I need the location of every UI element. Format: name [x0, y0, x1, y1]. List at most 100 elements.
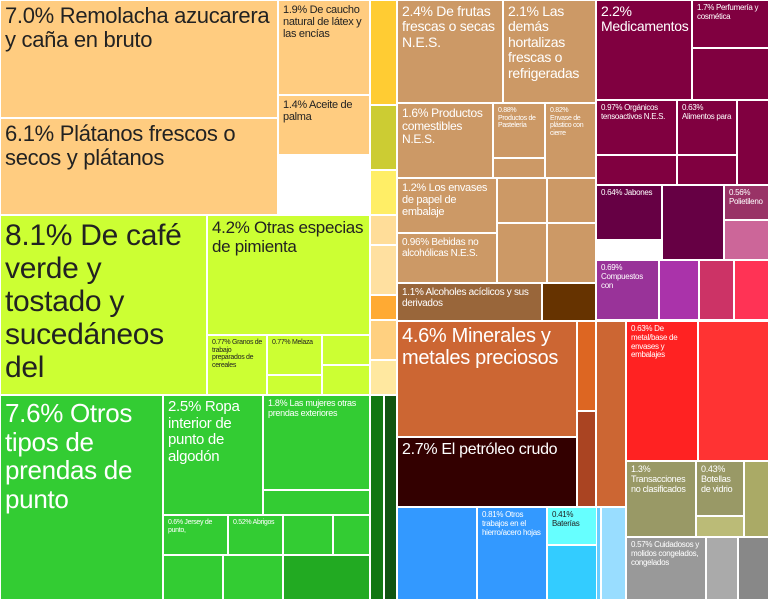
- treemap-filler-tile: [677, 155, 737, 185]
- treemap-tile-label: 4.2% Otras especias de pimienta: [212, 218, 364, 256]
- treemap-tile: 2.1% Las demás hortalizas frescas o refr…: [503, 0, 596, 103]
- treemap-filler-tile: [384, 395, 397, 600]
- treemap-tile: 0.63% De metal/base de envases y embalaj…: [626, 321, 698, 461]
- treemap-tile: 0.81% Otros trabajos en el hierro/acero …: [477, 507, 547, 600]
- treemap-tile: 0.69% Compuestos con: [596, 260, 659, 320]
- treemap-filler-tile: [370, 105, 397, 170]
- treemap-filler-tile: [547, 545, 601, 600]
- treemap-tile-label: 7.0% Remolacha azucarera y caña en bruto: [5, 3, 270, 53]
- treemap-filler-tile: [497, 178, 547, 223]
- treemap-tile-label: 6.1% Plátanos frescos o secos y plátanos: [5, 121, 236, 171]
- treemap-tile: 0.43% Botellas de vidrio: [696, 461, 744, 516]
- treemap-tile-label: 1.2% Los envases de papel de embalaje: [402, 182, 488, 219]
- treemap-tile: 0.63% Alimentos para: [677, 100, 737, 155]
- treemap-tile-label: 1.6% Productos comestibles N.E.S.: [402, 106, 483, 147]
- treemap-filler-tile: [163, 555, 223, 600]
- treemap-filler-tile: [577, 321, 596, 411]
- treemap-filler-tile: [596, 155, 677, 185]
- treemap-tile-label: 4.6% Minerales y metales preciosos: [402, 325, 559, 369]
- treemap-filler-tile: [734, 260, 769, 320]
- treemap-tile: 1.8% Las mujeres otras prendas exteriore…: [263, 395, 370, 490]
- treemap-tile-label: 0.43% Botellas de vidrio: [701, 464, 733, 494]
- treemap-tile-label: 0.77% Melaza: [272, 339, 313, 346]
- treemap-tile: 2.2% Medicamentos: [596, 0, 692, 100]
- treemap-tile-label: 2.4% De frutas frescas o secas N.E.S.: [402, 3, 495, 50]
- treemap-filler-tile: [596, 321, 626, 507]
- treemap-filler-tile: [322, 365, 370, 395]
- treemap-tile: 0.56% Polietileno: [724, 185, 769, 220]
- treemap-filler-tile: [370, 0, 397, 105]
- treemap-tile-label: 7.6% Otros tipos de prendas de punto: [5, 398, 133, 514]
- treemap-filler-tile: [397, 507, 477, 600]
- treemap-tile-label: 0.6% Jersey de punto,: [168, 519, 213, 534]
- treemap-filler-tile: [370, 295, 397, 320]
- treemap-tile: 1.7% Perfumería y cosmética: [692, 0, 769, 48]
- treemap-tile-label: 1.1% Alcoholes acíclicos y sus derivados: [402, 287, 529, 309]
- treemap-filler-tile: [322, 335, 370, 365]
- treemap-tile: 0.6% Jersey de punto,: [163, 515, 228, 555]
- treemap-tile-label: 0.63% De metal/base de envases y embalaj…: [631, 324, 678, 360]
- treemap-filler-tile: [698, 321, 769, 461]
- treemap-tile-label: 0.82% Envase de plástico con cierre: [550, 107, 584, 138]
- treemap-tile-label: 0.63% Alimentos para: [682, 103, 732, 121]
- treemap-tile: 0.77% Granos de trabajo preparados de ce…: [207, 335, 267, 395]
- treemap-tile-label: 8.1% De café verde y tostado y sucedáneo…: [5, 219, 182, 384]
- treemap-filler-tile: [692, 48, 769, 100]
- treemap-filler-tile: [659, 260, 699, 320]
- treemap-filler-tile: [370, 170, 397, 215]
- treemap-filler-tile: [699, 260, 734, 320]
- treemap-tile: 2.7% El petróleo crudo: [397, 437, 577, 507]
- treemap-filler-tile: [547, 178, 596, 223]
- treemap-filler-tile: [370, 215, 397, 245]
- treemap-filler-tile: [263, 490, 370, 515]
- treemap-filler-tile: [283, 555, 370, 600]
- treemap-filler-tile: [542, 283, 596, 321]
- treemap-tile: 8.1% De café verde y tostado y sucedáneo…: [0, 215, 207, 395]
- treemap-tile-label: 1.9% De caucho natural de látex y las en…: [283, 4, 362, 41]
- treemap-tile-label: 2.2% Medicamentos: [601, 3, 689, 35]
- treemap-tile-label: 2.5% Ropa interior de punto de algodón: [168, 398, 240, 465]
- treemap-tile: 1.1% Alcoholes acíclicos y sus derivados: [397, 283, 542, 321]
- treemap-filler-tile: [706, 537, 738, 600]
- treemap-filler-tile: [370, 245, 397, 295]
- treemap-filler-tile: [370, 320, 397, 360]
- treemap-tile: 0.41% Baterías: [547, 507, 601, 545]
- treemap-tile-label: 0.77% Granos de trabajo preparados de ce…: [212, 339, 262, 370]
- treemap-filler-tile: [696, 516, 744, 537]
- treemap-tile-label: 0.88% Productos de Pastelería: [498, 107, 536, 130]
- treemap-tile: 1.9% De caucho natural de látex y las en…: [278, 0, 370, 95]
- treemap-tile-label: 0.57% Cuidadosos y molidos congelados, c…: [631, 540, 699, 567]
- treemap-tile: 4.2% Otras especias de pimienta: [207, 215, 370, 335]
- treemap-tile: 0.77% Melaza: [267, 335, 322, 375]
- treemap-filler-tile: [601, 507, 626, 600]
- treemap-tile: 0.64% Jabones: [596, 185, 662, 240]
- treemap-tile-label: 2.7% El petróleo crudo: [402, 441, 558, 458]
- treemap-filler-tile: [596, 507, 601, 600]
- treemap-tile: 0.52% Abrigos: [228, 515, 283, 555]
- treemap-tile: 1.6% Productos comestibles N.E.S.: [397, 103, 493, 178]
- treemap-tile: 2.4% De frutas frescas o secas N.E.S.: [397, 0, 503, 103]
- treemap-tile: 0.97% Orgánicos tensoactivos N.E.S.: [596, 100, 677, 155]
- treemap-filler-tile: [370, 360, 397, 395]
- treemap-tile-label: 0.56% Polietileno: [729, 188, 763, 206]
- treemap-tile-label: 1.8% Las mujeres otras prendas exteriore…: [268, 398, 356, 418]
- treemap-filler-tile: [267, 375, 322, 395]
- treemap-filler-tile: [662, 185, 724, 260]
- treemap-tile-label: 0.81% Otros trabajos en el hierro/acero …: [482, 510, 541, 537]
- treemap-tile: 7.6% Otros tipos de prendas de punto: [0, 395, 163, 600]
- treemap-tile-label: 0.69% Compuestos con: [601, 263, 643, 290]
- treemap-tile: 0.88% Productos de Pastelería: [493, 103, 545, 158]
- treemap-filler-tile: [547, 223, 596, 283]
- treemap-tile-label: 0.64% Jabones: [601, 188, 653, 197]
- treemap-tile: 1.3% Transacciones no clasificados: [626, 461, 696, 537]
- treemap-filler-tile: [283, 515, 333, 555]
- treemap-tile-label: 1.7% Perfumería y cosmética: [697, 3, 759, 21]
- treemap-tile: 0.96% Bebidas no alcohólicas N.E.S.: [397, 233, 497, 283]
- treemap-tile-label: 0.96% Bebidas no alcohólicas N.E.S.: [402, 237, 479, 259]
- treemap-tile: 2.5% Ropa interior de punto de algodón: [163, 395, 263, 515]
- treemap-filler-tile: [744, 461, 769, 537]
- treemap-filler-tile: [223, 555, 283, 600]
- treemap-tile: 1.4% Aceite de palma: [278, 95, 370, 155]
- treemap-tile-label: 1.4% Aceite de palma: [283, 99, 353, 124]
